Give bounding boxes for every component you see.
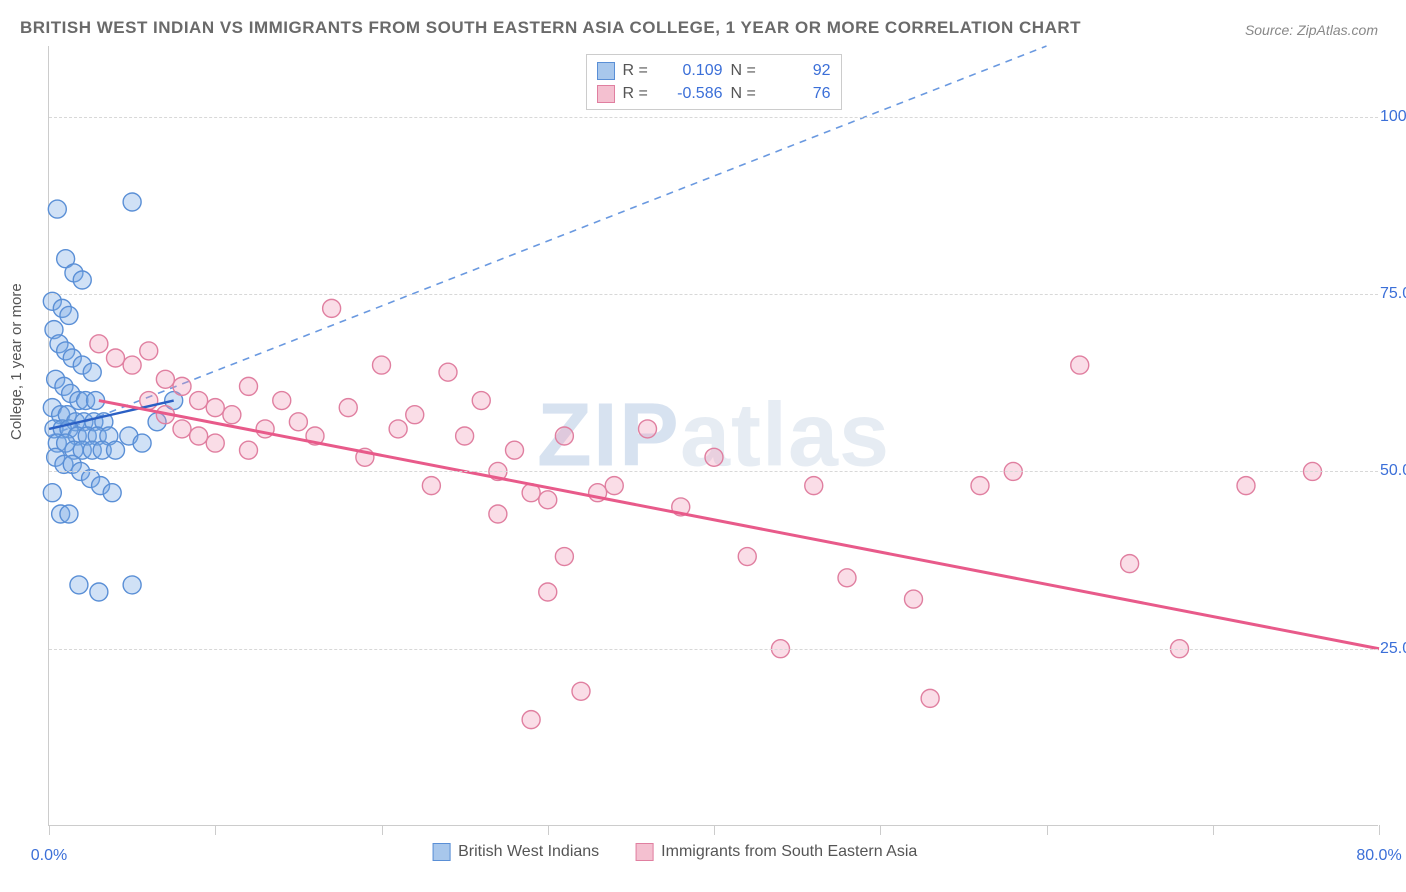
x-tick	[1379, 825, 1380, 835]
y-tick-label: 25.0%	[1380, 640, 1406, 658]
series-legend-item-1: British West Indians	[432, 843, 599, 861]
x-tick	[880, 825, 881, 835]
y-tick-label: 100.0%	[1380, 108, 1406, 126]
series-legend-item-2: Immigrants from South Eastern Asia	[635, 843, 917, 861]
x-tick	[382, 825, 383, 835]
r-value-pink: -0.586	[663, 82, 723, 105]
x-tick	[1047, 825, 1048, 835]
n-value-blue: 92	[771, 59, 831, 82]
legend-swatch-blue	[597, 62, 615, 80]
r-label: R =	[623, 59, 655, 82]
legend-swatch-pink	[597, 85, 615, 103]
chart-svg	[49, 46, 1378, 825]
gridline-h	[49, 649, 1378, 650]
r-label: R =	[623, 82, 655, 105]
correlation-legend: R = 0.109 N = 92 R = -0.586 N = 76	[586, 54, 842, 110]
x-tick	[548, 825, 549, 835]
x-tick-label: 0.0%	[31, 847, 67, 865]
r-value-blue: 0.109	[663, 59, 723, 82]
chart-title: BRITISH WEST INDIAN VS IMMIGRANTS FROM S…	[20, 18, 1081, 38]
series-label-2: Immigrants from South Eastern Asia	[661, 843, 917, 861]
gridline-h	[49, 294, 1378, 295]
gridline-h	[49, 117, 1378, 118]
y-tick-label: 75.0%	[1380, 285, 1406, 303]
legend-swatch-pink	[635, 843, 653, 861]
x-tick	[215, 825, 216, 835]
x-tick	[1213, 825, 1214, 835]
x-tick	[49, 825, 50, 835]
correlation-legend-row-1: R = 0.109 N = 92	[597, 59, 831, 82]
x-tick-label: 80.0%	[1356, 847, 1401, 865]
series-legend: British West Indians Immigrants from Sou…	[432, 843, 917, 861]
gridline-h	[49, 471, 1378, 472]
source-attribution: Source: ZipAtlas.com	[1245, 22, 1378, 38]
series-label-1: British West Indians	[458, 843, 599, 861]
n-value-pink: 76	[771, 82, 831, 105]
x-tick	[714, 825, 715, 835]
n-label: N =	[731, 82, 763, 105]
y-axis-label: College, 1 year or more	[8, 283, 25, 440]
legend-swatch-blue	[432, 843, 450, 861]
plot-area: ZIPatlas R = 0.109 N = 92 R = -0.586 N =…	[48, 46, 1378, 826]
n-label: N =	[731, 59, 763, 82]
y-tick-label: 50.0%	[1380, 462, 1406, 480]
correlation-legend-row-2: R = -0.586 N = 76	[597, 82, 831, 105]
